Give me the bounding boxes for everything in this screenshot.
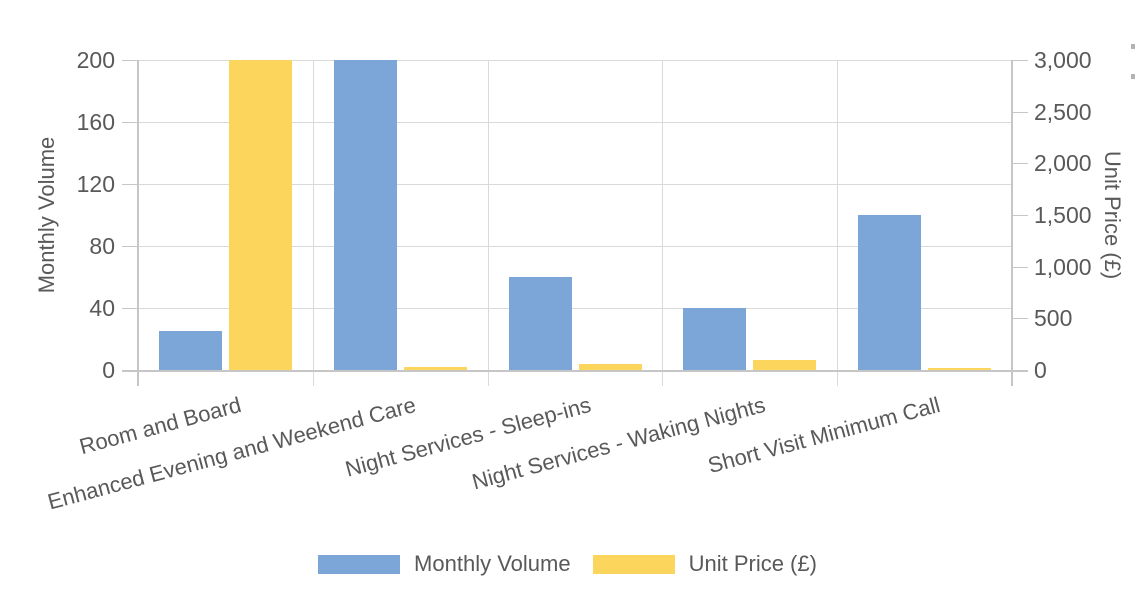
left-axis-tick-label: 40 <box>89 295 115 321</box>
left-axis-tick-label: 200 <box>76 47 115 73</box>
bar-unit-price[interactable] <box>578 363 642 370</box>
clipped-content-artifact <box>1131 44 1135 49</box>
h-gridline <box>138 246 1012 247</box>
v-gridline <box>312 60 314 386</box>
v-gridline <box>662 60 664 386</box>
right-axis-tick-label: 1,500 <box>1034 202 1092 228</box>
bar-unit-price[interactable] <box>753 359 817 370</box>
h-gridline <box>138 60 1012 61</box>
legend-swatch-monthly-volume <box>318 554 401 574</box>
v-gridline <box>487 60 489 386</box>
left-axis-line <box>137 60 139 386</box>
legend-item-unit-price[interactable]: Unit Price (£) <box>592 551 817 577</box>
left-axis-tick <box>122 184 138 185</box>
left-axis-tick <box>122 308 138 309</box>
right-axis-title: Unit Price (£) <box>1100 150 1125 280</box>
bar-monthly-volume[interactable] <box>158 331 222 370</box>
left-axis-tick-label: 160 <box>76 109 115 135</box>
v-gridline <box>837 60 839 386</box>
right-axis-tick <box>1012 111 1028 113</box>
h-gridline <box>138 122 1012 123</box>
right-axis-tick-label: 2,000 <box>1034 150 1092 177</box>
right-axis-tick <box>1012 215 1028 216</box>
bar-unit-price[interactable] <box>403 367 467 370</box>
left-axis-tick-label: 120 <box>76 171 115 197</box>
legend: Monthly Volume Unit Price (£) <box>0 551 1135 577</box>
left-axis-tick-label: 0 <box>102 357 115 383</box>
right-axis-line <box>1011 60 1013 386</box>
right-axis-tick <box>1012 163 1028 165</box>
legend-item-monthly-volume[interactable]: Monthly Volume <box>318 551 571 577</box>
bar-monthly-volume[interactable] <box>508 277 572 370</box>
legend-swatch-unit-price <box>592 554 675 574</box>
left-axis-tick <box>122 60 138 61</box>
bar-monthly-volume[interactable] <box>858 215 922 370</box>
right-axis-tick-label: 500 <box>1034 305 1073 332</box>
left-axis-tick-label: 80 <box>89 233 115 259</box>
right-axis-tick <box>1012 60 1028 61</box>
bar-unit-price[interactable] <box>928 367 992 370</box>
left-axis-tick <box>122 246 138 247</box>
category-label: Night Services - Waking Nights <box>469 392 769 495</box>
x-axis-line <box>122 370 1028 372</box>
bar-unit-price[interactable] <box>228 60 292 370</box>
left-axis-title: Monthly Volume <box>34 136 59 294</box>
right-axis-tick <box>1012 266 1028 268</box>
bar-monthly-volume[interactable] <box>683 308 747 370</box>
legend-label-unit-price: Unit Price (£) <box>688 551 817 576</box>
left-axis-tick <box>122 122 138 123</box>
right-axis-tick <box>1012 318 1028 320</box>
h-gridline <box>138 184 1012 185</box>
right-axis-tick-label: 3,000 <box>1034 47 1092 73</box>
right-axis-tick-label: 1,000 <box>1034 253 1092 280</box>
bar-monthly-volume[interactable] <box>333 60 397 370</box>
legend-label-monthly-volume: Monthly Volume <box>414 551 571 576</box>
h-gridline <box>138 308 1012 309</box>
right-axis-tick-label: 2,500 <box>1034 98 1092 125</box>
right-axis-tick-label: 0 <box>1034 357 1047 383</box>
clipped-content-artifact <box>1131 74 1135 79</box>
